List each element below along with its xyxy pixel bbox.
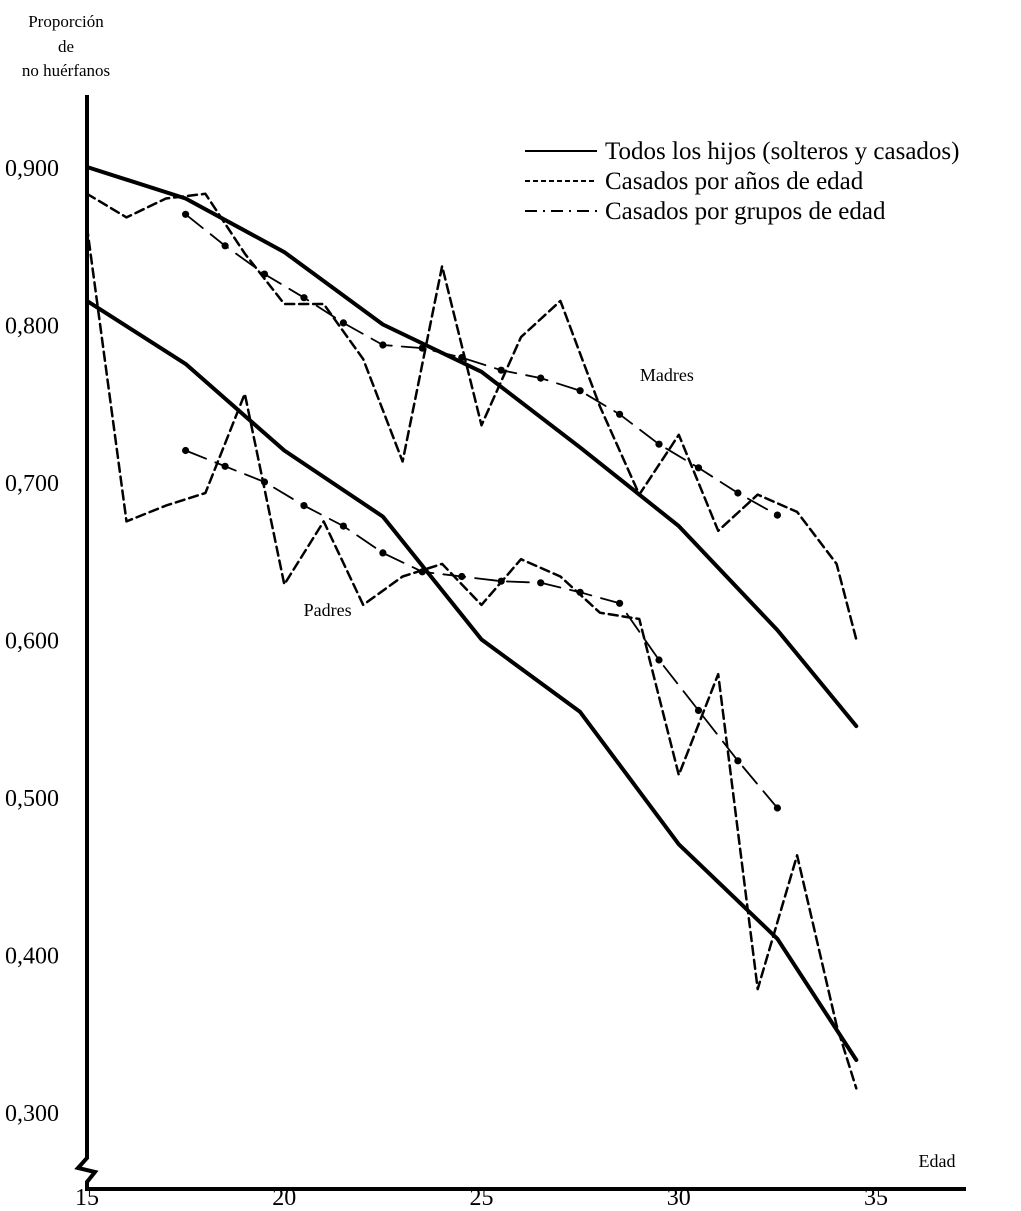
y-axis-label-line-3: no huérfanos [22,61,110,80]
y-tick-label: 0,300 [5,1101,59,1127]
legend: Todos los hijos (solteros y casados) Cas… [525,138,959,225]
y-axis-line [74,95,99,1189]
series-point-madres [576,387,584,395]
series-point-padres [694,706,703,715]
annotation-padres: Padres [304,600,352,620]
series-point-madres [497,366,505,374]
x-tick-label: 30 [667,1185,691,1211]
y-tick-labels: 0,300 0,400 0,500 0,600 0,700 0,800 0,900 [5,156,59,1127]
legend-label-grupos: Casados por grupos de edad [605,198,886,225]
annotation-madres: Madres [640,365,694,385]
series-point-padres [497,577,505,585]
series-point-madres [182,210,190,218]
y-tick-label: 0,500 [5,786,59,812]
y-tick-label: 0,900 [5,156,59,182]
series-line-madres-dashdot [184,213,779,516]
x-tick-label: 25 [470,1185,494,1211]
series-point-padres [537,579,545,587]
series-point-padres [616,599,624,607]
series-line-madres-dashed [85,192,858,641]
legend-label-todos: Todos los hijos (solteros y casados) [605,138,959,165]
series-point-padres [773,804,782,812]
y-tick-label: 0,800 [5,314,59,340]
series-point-madres [339,319,347,327]
y-tick-label: 0,600 [5,629,59,655]
y-axis-label-line-1: Proporción [28,12,104,31]
x-axis-label: Edad [919,1151,956,1171]
series-line-padres-dashed [85,225,858,1090]
series-line-padres-solid [85,298,859,1062]
series-line-madres-solid [85,165,859,729]
series-point-madres [379,341,387,349]
y-tick-label: 0,400 [5,944,59,970]
y-tick-label: 0,700 [5,471,59,497]
series-point-padres [182,446,190,455]
series-point-madres [694,464,703,472]
series-line-padres-dashdot [184,449,779,809]
series-point-madres [260,270,269,278]
series-point-madres [300,294,308,302]
y-axis-label-line-2: de [58,37,74,56]
series-point-padres [300,502,308,510]
series-point-madres [616,410,624,418]
series-point-padres [458,572,466,581]
x-tick-labels: 15 20 25 30 35 [75,1185,888,1211]
x-tick-label: 15 [75,1185,99,1211]
series-point-padres [260,478,269,486]
series-point-padres [418,568,426,576]
series-point-madres [537,374,545,382]
series-point-madres [734,489,742,497]
annotations: Madres Padres [304,365,694,620]
x-tick-label: 35 [864,1185,888,1211]
series-point-padres [655,656,663,664]
series-point-madres [773,511,782,519]
series-point-padres [734,757,742,765]
series-point-padres [576,588,584,596]
series-point-madres [221,242,229,250]
series-point-padres [339,522,347,530]
series-point-madres [418,344,426,352]
series-point-madres [655,440,663,448]
x-tick-label: 20 [272,1185,296,1211]
series-point-madres [458,354,466,362]
series-layer [85,165,859,1090]
series-point-padres [379,549,387,557]
series-point-padres [221,462,229,470]
legend-label-anos: Casados por años de edad [605,168,864,195]
